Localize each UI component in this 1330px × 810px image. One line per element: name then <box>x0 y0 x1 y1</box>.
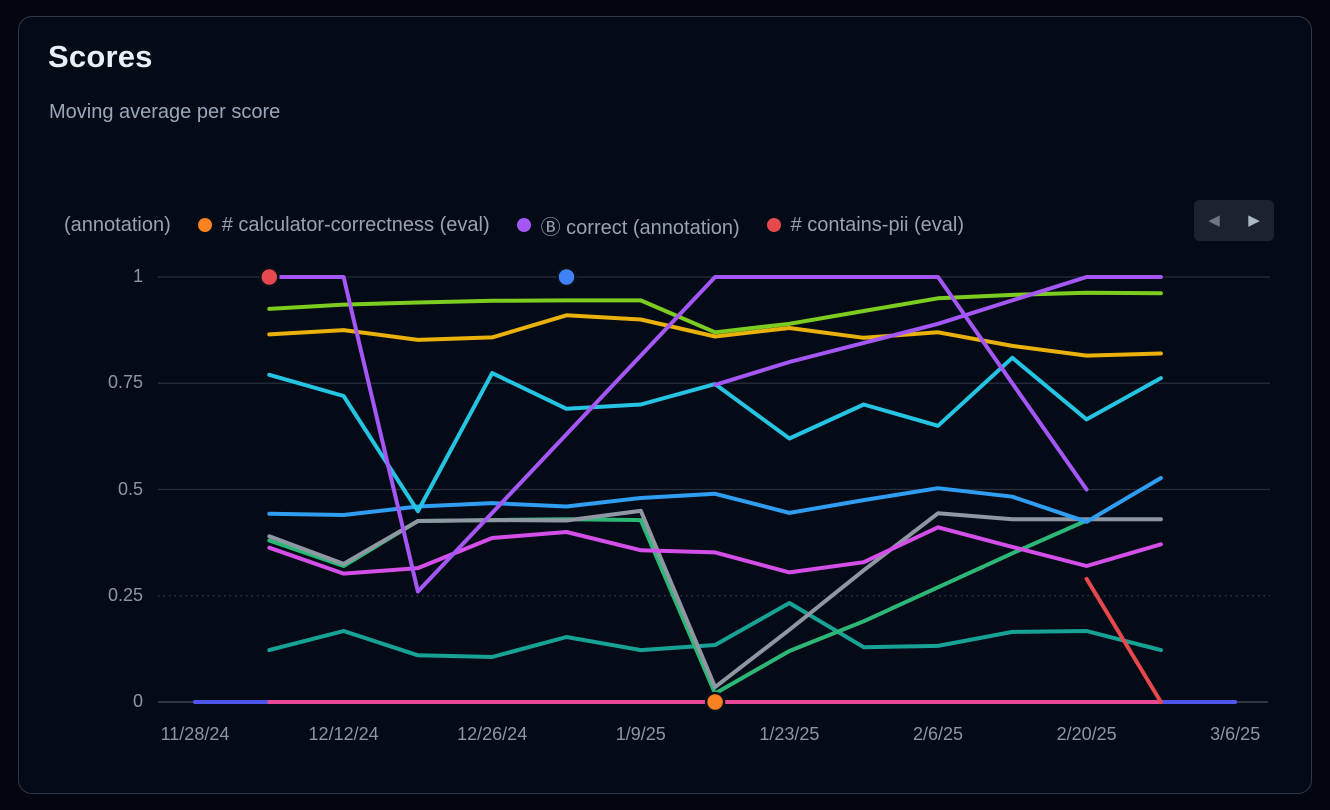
scores-panel: Scores Moving average per score (annotat… <box>18 16 1312 794</box>
legend-item-label: Ⓑ correct (annotation) <box>540 216 740 239</box>
legend-carousel: ◀ ▶ <box>1194 200 1274 241</box>
series-violet-line-b <box>713 275 1163 387</box>
y-axis-label: 0.25 <box>107 584 143 605</box>
legend-prev-button[interactable]: ◀ <box>1194 200 1234 241</box>
legend: (annotation) # calculator-correctness (ev… <box>64 205 964 245</box>
y-axis-label: 1 <box>132 266 143 286</box>
x-axis-label: 3/6/25 <box>1210 724 1261 744</box>
series-lime-line <box>267 290 1163 335</box>
legend-item-4[interactable]: # contains-pii (eval) <box>766 213 965 237</box>
x-axis-label: 2/20/25 <box>1056 724 1117 744</box>
x-axis-label: 2/6/25 <box>912 724 964 744</box>
series-emerald-line <box>267 517 1089 696</box>
right-arrow-icon: ▶ <box>1248 212 1260 229</box>
series-teal-line <box>267 601 1163 659</box>
series-violet-line-a <box>267 275 1089 594</box>
legend-item-2[interactable]: # calculator-correctness (eval) <box>197 213 490 237</box>
legend-item-1[interactable]: (annotation) <box>64 214 171 237</box>
series-magenta-line <box>267 525 1163 576</box>
legend-dot-icon <box>766 218 781 232</box>
y-axis-label: 0.5 <box>117 478 143 499</box>
data-point-marker-calculator-correctness-orange <box>704 691 726 713</box>
x-axis-label: 11/28/24 <box>160 724 230 744</box>
page-subtitle: Moving average per score <box>49 101 281 123</box>
left-arrow-icon: ◀ <box>1208 212 1220 229</box>
x-axis-label: 12/26/24 <box>457 724 528 744</box>
legend-item-label: # calculator-correctness (eval) <box>221 213 490 236</box>
legend-item-3[interactable]: Ⓑ correct (annotation) <box>516 211 740 240</box>
series-blue-line <box>267 476 1163 524</box>
series-amber-line <box>267 313 1163 358</box>
y-axis-label: 0 <box>132 691 143 711</box>
legend-item-label: (annotation) <box>64 213 171 236</box>
data-point-marker-blue-point-marker <box>556 266 577 288</box>
y-axis-label: 0.75 <box>107 372 143 393</box>
x-axis-label: 1/23/25 <box>759 724 820 744</box>
series-cyan-line <box>267 355 1163 514</box>
legend-dot-icon <box>197 218 212 232</box>
page-title: Scores <box>48 39 153 74</box>
legend-item-label: # contains-pii (eval) <box>790 213 965 236</box>
data-point-marker-contains-pii-red <box>259 266 280 288</box>
legend-dot-icon <box>516 218 531 232</box>
series-contains-pii-red <box>1084 576 1163 704</box>
x-axis-label: 12/12/24 <box>308 724 379 744</box>
series-gray-line <box>267 508 1163 690</box>
legend-next-button[interactable]: ▶ <box>1234 200 1274 241</box>
x-axis-label: 1/9/25 <box>615 724 666 744</box>
